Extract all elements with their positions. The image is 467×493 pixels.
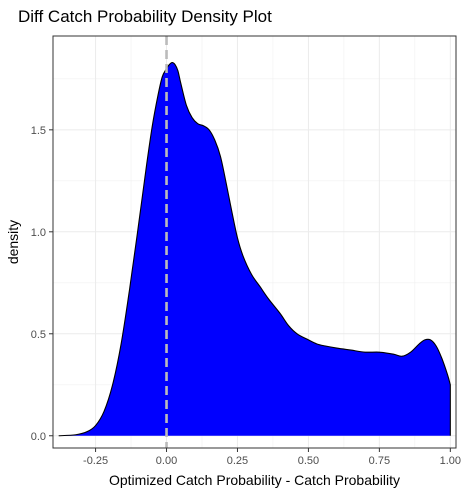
y-axis-title: density <box>5 220 21 264</box>
density-fill <box>58 62 451 436</box>
y-tick-label: 1.5 <box>31 125 46 137</box>
x-axis: -0.25 0.00 0.25 0.50 0.75 1.00 <box>83 448 461 467</box>
chart-title: Diff Catch Probability Density Plot <box>18 7 272 26</box>
plot-border <box>52 35 457 449</box>
x-tick-label: 0.75 <box>369 455 390 467</box>
x-tick-label: 0.00 <box>156 455 177 467</box>
x-tick-label: 0.25 <box>227 455 248 467</box>
x-tick-label: 1.00 <box>440 455 461 467</box>
x-tick-label: 0.50 <box>298 455 319 467</box>
density-outline <box>58 61 451 437</box>
x-tick-label: -0.25 <box>83 455 108 467</box>
x-axis-title: Optimized Catch Probability - Catch Prob… <box>109 472 400 488</box>
y-tick-label: 1.0 <box>31 227 46 239</box>
y-axis: 0.0 0.5 1.0 1.5 <box>31 125 53 443</box>
density-area <box>58 61 451 437</box>
y-tick-label: 0.5 <box>31 329 46 341</box>
y-tick-label: 0.0 <box>31 431 46 443</box>
